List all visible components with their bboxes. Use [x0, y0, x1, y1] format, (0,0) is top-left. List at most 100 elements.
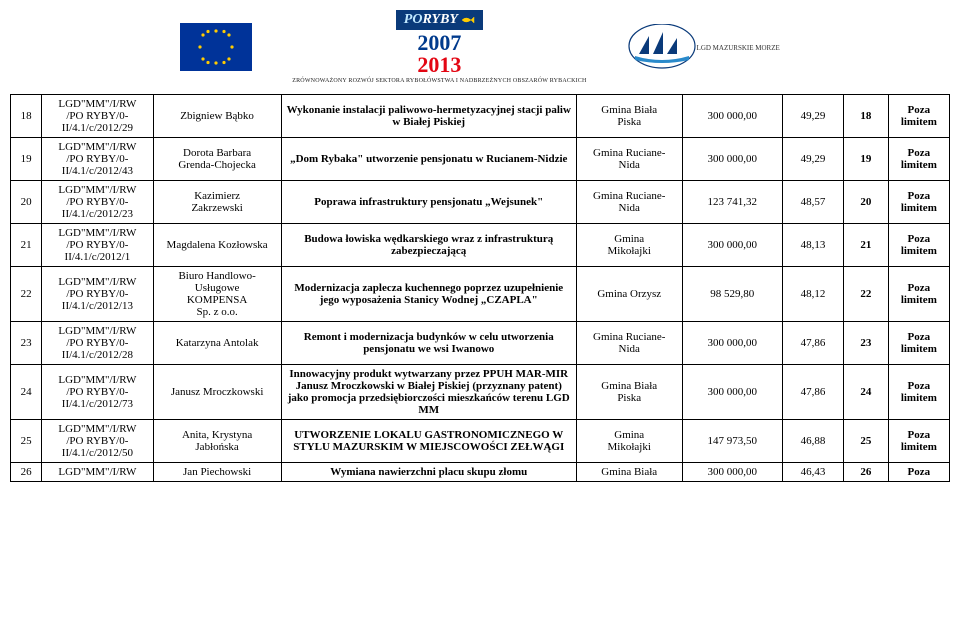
amount: 300 000,00 [682, 138, 782, 181]
poryby-label: PORYBY [396, 10, 483, 30]
row-number: 20 [11, 181, 42, 224]
rank: 23 [844, 322, 889, 365]
applicant-name: Janusz Mroczkowski [153, 365, 281, 420]
project-description: „Dom Rybaka" utworzenie pensjonatu w Ruc… [281, 138, 576, 181]
row-number: 24 [11, 365, 42, 420]
applicant-name: KazimierzZakrzewski [153, 181, 281, 224]
percent: 47,86 [782, 322, 843, 365]
project-description: Wymiana nawierzchni placu skupu złomu [281, 463, 576, 482]
project-id: LGD"MM"/I/RW [42, 463, 153, 482]
project-id: LGD"MM"/I/RW/PO RYBY/0-II/4.1/c/2012/50 [42, 420, 153, 463]
percent: 48,13 [782, 224, 843, 267]
sailboat-icon [627, 24, 697, 70]
amount: 300 000,00 [682, 95, 782, 138]
project-id: LGD"MM"/I/RW/PO RYBY/0-II/4.1/c/2012/23 [42, 181, 153, 224]
project-description: Innowacyjny produkt wytwarzany przez PPU… [281, 365, 576, 420]
poryby-logo: PORYBY 2007 2013 ZRÓWNOWAŻONY ROZWÓJ SEK… [292, 10, 586, 84]
project-description: Budowa łowiska wędkarskiego wraz z infra… [281, 224, 576, 267]
project-id: LGD"MM"/I/RW/PO RYBY/0-II/4.1/c/2012/73 [42, 365, 153, 420]
data-table: 18LGD"MM"/I/RW/PO RYBY/0-II/4.1/c/2012/2… [10, 94, 950, 482]
amount: 300 000,00 [682, 322, 782, 365]
note: Pozalimitem [888, 224, 949, 267]
table-row: 20LGD"MM"/I/RW/PO RYBY/0-II/4.1/c/2012/2… [11, 181, 950, 224]
project-id: LGD"MM"/I/RW/PO RYBY/0-II/4.1/c/2012/29 [42, 95, 153, 138]
project-description: Modernizacja zaplecza kuchennego poprzez… [281, 267, 576, 322]
row-number: 23 [11, 322, 42, 365]
note: Pozalimitem [888, 95, 949, 138]
row-number: 22 [11, 267, 42, 322]
table-row: 19LGD"MM"/I/RW/PO RYBY/0-II/4.1/c/2012/4… [11, 138, 950, 181]
percent: 48,57 [782, 181, 843, 224]
table-row: 22LGD"MM"/I/RW/PO RYBY/0-II/4.1/c/2012/1… [11, 267, 950, 322]
row-number: 26 [11, 463, 42, 482]
project-id: LGD"MM"/I/RW/PO RYBY/0-II/4.1/c/2012/1 [42, 224, 153, 267]
rank: 21 [844, 224, 889, 267]
percent: 47,86 [782, 365, 843, 420]
note: Pozalimitem [888, 420, 949, 463]
project-description: Poprawa infrastruktury pensjonatu „Wejsu… [281, 181, 576, 224]
amount: 300 000,00 [682, 224, 782, 267]
poryby-po: PO [404, 12, 423, 27]
rank: 18 [844, 95, 889, 138]
table-row: 25LGD"MM"/I/RW/PO RYBY/0-II/4.1/c/2012/5… [11, 420, 950, 463]
note: Pozalimitem [888, 267, 949, 322]
rank: 22 [844, 267, 889, 322]
note: Pozalimitem [888, 181, 949, 224]
project-description: Wykonanie instalacji paliwowo-hermetyzac… [281, 95, 576, 138]
row-number: 25 [11, 420, 42, 463]
location: Gmina BiałaPiska [576, 365, 682, 420]
rank: 25 [844, 420, 889, 463]
applicant-name: Dorota BarbaraGrenda-Chojecka [153, 138, 281, 181]
percent: 49,29 [782, 138, 843, 181]
applicant-name: Magdalena Kozłowska [153, 224, 281, 267]
table-row: 18LGD"MM"/I/RW/PO RYBY/0-II/4.1/c/2012/2… [11, 95, 950, 138]
applicant-name: Jan Piechowski [153, 463, 281, 482]
percent: 46,88 [782, 420, 843, 463]
note: Poza [888, 463, 949, 482]
eu-flag-logo [180, 23, 252, 71]
table-row: 23LGD"MM"/I/RW/PO RYBY/0-II/4.1/c/2012/2… [11, 322, 950, 365]
location: Gmina Biała [576, 463, 682, 482]
percent: 49,29 [782, 95, 843, 138]
location: GminaMikołajki [576, 224, 682, 267]
project-description: UTWORZENIE LOKALU GASTRONOMICZNEGO W STY… [281, 420, 576, 463]
percent: 46,43 [782, 463, 843, 482]
location: Gmina Orzysz [576, 267, 682, 322]
rank: 26 [844, 463, 889, 482]
note: Pozalimitem [888, 322, 949, 365]
amount: 300 000,00 [682, 365, 782, 420]
location: Gmina BiałaPiska [576, 95, 682, 138]
row-number: 19 [11, 138, 42, 181]
poryby-year2: 2013 [417, 52, 461, 77]
location: GminaMikołajki [576, 420, 682, 463]
poryby-years: 2007 2013 [292, 32, 586, 76]
row-number: 18 [11, 95, 42, 138]
location: Gmina Ruciane-Nida [576, 181, 682, 224]
poryby-subtitle: ZRÓWNOWAŻONY ROZWÓJ SEKTORA RYBOŁÓWSTWA … [292, 78, 586, 84]
rank: 24 [844, 365, 889, 420]
amount: 147 973,50 [682, 420, 782, 463]
amount: 300 000,00 [682, 463, 782, 482]
percent: 48,12 [782, 267, 843, 322]
rank: 20 [844, 181, 889, 224]
location: Gmina Ruciane-Nida [576, 138, 682, 181]
lgd-subtitle: LGD MAZURSKIE MORZE [697, 44, 780, 52]
applicant-name: Biuro Handlowo-UsługoweKOMPENSASp. z o.o… [153, 267, 281, 322]
project-id: LGD"MM"/I/RW/PO RYBY/0-II/4.1/c/2012/28 [42, 322, 153, 365]
poryby-ryby: RYBY [422, 12, 457, 27]
project-description: Remont i modernizacja budynków w celu ut… [281, 322, 576, 365]
project-id: LGD"MM"/I/RW/PO RYBY/0-II/4.1/c/2012/43 [42, 138, 153, 181]
table-row: 21LGD"MM"/I/RW/PO RYBY/0-II/4.1/c/2012/1… [11, 224, 950, 267]
header-logos: PORYBY 2007 2013 ZRÓWNOWAŻONY ROZWÓJ SEK… [0, 0, 960, 90]
note: Pozalimitem [888, 138, 949, 181]
note: Pozalimitem [888, 365, 949, 420]
amount: 123 741,32 [682, 181, 782, 224]
table-row: 26LGD"MM"/I/RWJan PiechowskiWymiana nawi… [11, 463, 950, 482]
rank: 19 [844, 138, 889, 181]
applicant-name: Anita, KrystynaJabłońska [153, 420, 281, 463]
table-row: 24LGD"MM"/I/RW/PO RYBY/0-II/4.1/c/2012/7… [11, 365, 950, 420]
row-number: 21 [11, 224, 42, 267]
amount: 98 529,80 [682, 267, 782, 322]
applicant-name: Zbigniew Bąbko [153, 95, 281, 138]
eu-flag-icon [180, 23, 252, 71]
